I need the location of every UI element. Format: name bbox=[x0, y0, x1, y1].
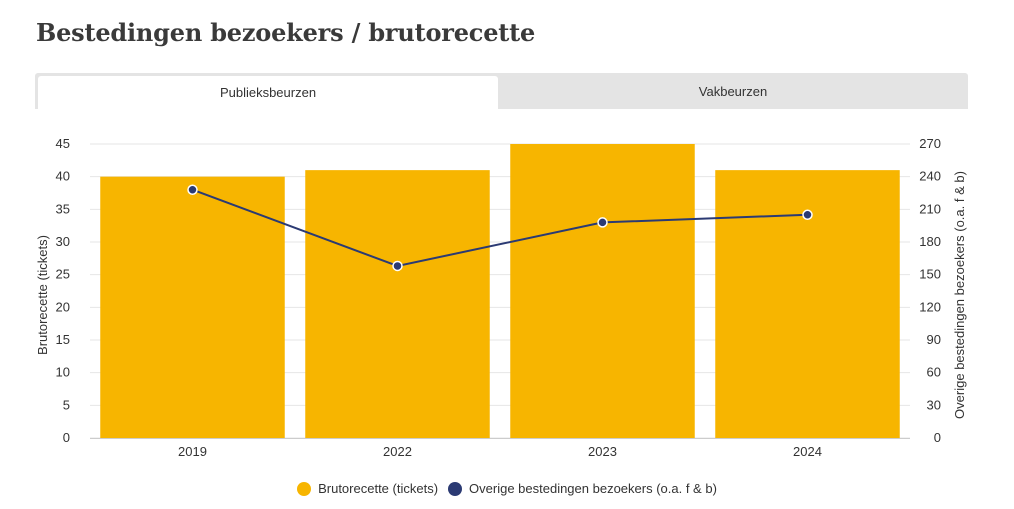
y-tick-label-right: 180 bbox=[919, 234, 941, 249]
y-axis-title-right: Overige bestedingen bezoekers (o.a. f & … bbox=[952, 171, 967, 419]
y-tick-label-left: 0 bbox=[63, 430, 70, 445]
combo-chart: 0 5 10 15 20 25 30 35 40 45 0 30 60 90 120 150 180 210 240… bbox=[35, 136, 967, 459]
line-path bbox=[192, 188, 808, 267]
legend-label: Brutorecette (tickets) bbox=[318, 481, 439, 496]
x-tick-label: 2019 bbox=[178, 444, 207, 459]
x-tick-label: 2022 bbox=[383, 444, 412, 459]
y-tick-label-left: 15 bbox=[56, 332, 70, 347]
y-tick-label-left: 25 bbox=[56, 267, 70, 282]
bar bbox=[100, 176, 285, 438]
y-tick-label-left: 5 bbox=[63, 397, 70, 412]
y-tick-label-right: 240 bbox=[919, 169, 941, 184]
y-tick-label-left: 10 bbox=[56, 365, 70, 380]
chart-area: 0 5 10 15 20 25 30 35 40 45 0 30 60 90 120 150 180 210 240… bbox=[35, 136, 967, 459]
y-tick-label-left: 45 bbox=[56, 136, 70, 151]
y-tick-label-left: 40 bbox=[56, 169, 70, 184]
y-tick-label-left: 20 bbox=[56, 299, 70, 314]
line-point bbox=[802, 209, 813, 221]
axes: 0 5 10 15 20 25 30 35 40 45 0 30 60 90 120 150 180 210 240… bbox=[56, 136, 941, 459]
y-axis-title-left: Brutorecette (tickets) bbox=[35, 235, 50, 355]
x-tick-label: 2023 bbox=[588, 444, 617, 459]
legend: Brutorecette (tickets) Overige besteding… bbox=[0, 481, 1014, 496]
bar-series bbox=[100, 144, 900, 438]
tab-bar: Publieksbeurzen Vakbeurzen bbox=[35, 73, 968, 109]
y-tick-label-right: 150 bbox=[919, 267, 941, 282]
y-tick-label-left: 35 bbox=[56, 201, 70, 216]
line-point bbox=[187, 184, 198, 195]
bar bbox=[305, 170, 490, 438]
legend-item-overige-bestedingen[interactable]: Overige bestedingen bezoekers (o.a. f & … bbox=[448, 481, 717, 496]
y-tick-label-right: 0 bbox=[934, 430, 941, 445]
bar bbox=[510, 144, 695, 438]
legend-item-brutorecette[interactable]: Brutorecette (tickets) bbox=[297, 481, 438, 496]
line-point bbox=[392, 260, 403, 272]
tab-publieksbeurzen[interactable]: Publieksbeurzen bbox=[38, 76, 498, 109]
y-tick-label-right: 30 bbox=[927, 397, 941, 412]
line-point bbox=[597, 217, 608, 228]
legend-bar-marker-icon bbox=[297, 481, 312, 496]
tab-vakbeurzen[interactable]: Vakbeurzen bbox=[698, 83, 768, 99]
y-tick-label-left: 30 bbox=[56, 234, 70, 249]
page-title: Bestedingen bezoekers / brutorecette bbox=[36, 18, 536, 47]
y-tick-label-right: 270 bbox=[919, 136, 941, 151]
y-tick-label-right: 120 bbox=[919, 299, 941, 314]
y-tick-label-right: 90 bbox=[927, 332, 941, 347]
legend-label: Overige bestedingen bezoekers (o.a. f & … bbox=[469, 481, 717, 496]
line-series bbox=[187, 184, 813, 272]
x-tick-label: 2024 bbox=[793, 444, 822, 459]
y-tick-label-right: 210 bbox=[919, 201, 941, 216]
legend-line-marker-icon bbox=[448, 481, 463, 496]
y-tick-label-right: 60 bbox=[927, 365, 941, 380]
